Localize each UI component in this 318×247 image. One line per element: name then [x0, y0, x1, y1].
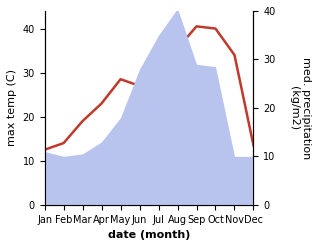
Y-axis label: max temp (C): max temp (C): [7, 69, 17, 146]
X-axis label: date (month): date (month): [108, 230, 190, 240]
Y-axis label: med. precipitation
(kg/m2): med. precipitation (kg/m2): [289, 57, 311, 159]
